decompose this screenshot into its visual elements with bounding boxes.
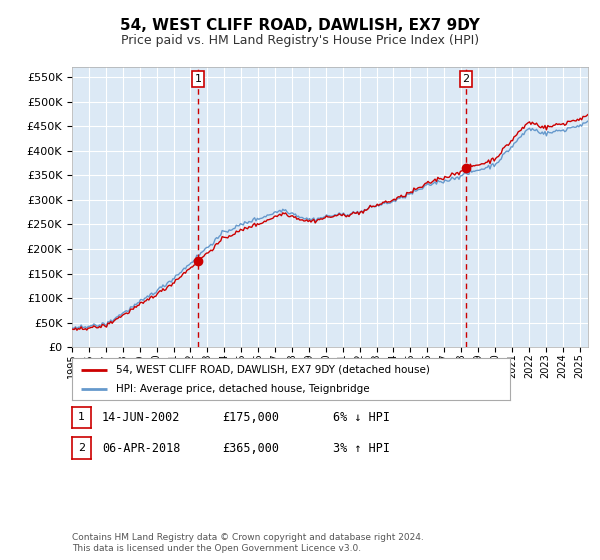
Text: 1: 1 [194, 74, 202, 84]
Text: 1: 1 [78, 412, 85, 422]
Text: HPI: Average price, detached house, Teignbridge: HPI: Average price, detached house, Teig… [116, 384, 370, 394]
Text: 6% ↓ HPI: 6% ↓ HPI [333, 410, 390, 424]
Text: 2: 2 [463, 74, 470, 84]
Text: 54, WEST CLIFF ROAD, DAWLISH, EX7 9DY (detached house): 54, WEST CLIFF ROAD, DAWLISH, EX7 9DY (d… [116, 365, 430, 375]
Text: 3% ↑ HPI: 3% ↑ HPI [333, 441, 390, 455]
Text: 54, WEST CLIFF ROAD, DAWLISH, EX7 9DY: 54, WEST CLIFF ROAD, DAWLISH, EX7 9DY [120, 18, 480, 32]
Text: 06-APR-2018: 06-APR-2018 [102, 441, 181, 455]
Text: 14-JUN-2002: 14-JUN-2002 [102, 410, 181, 424]
Text: £365,000: £365,000 [222, 441, 279, 455]
Text: Price paid vs. HM Land Registry's House Price Index (HPI): Price paid vs. HM Land Registry's House … [121, 34, 479, 47]
Text: Contains HM Land Registry data © Crown copyright and database right 2024.
This d: Contains HM Land Registry data © Crown c… [72, 533, 424, 553]
Text: 2: 2 [78, 443, 85, 453]
Text: £175,000: £175,000 [222, 410, 279, 424]
